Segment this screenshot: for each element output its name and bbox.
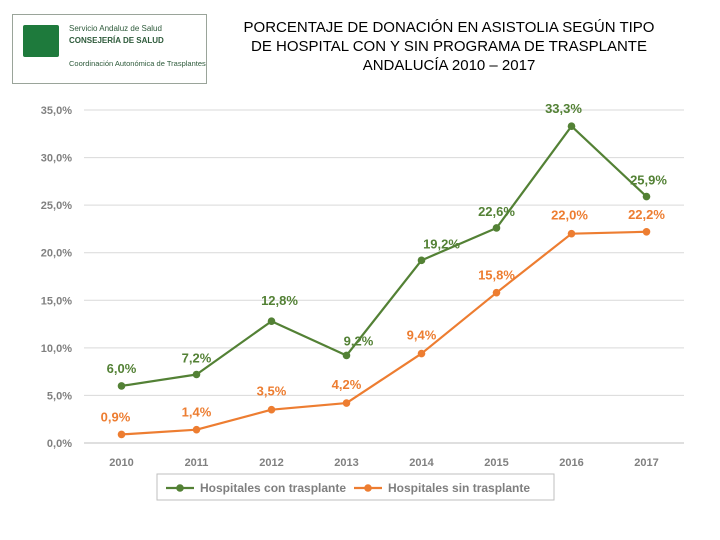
x-tick-label: 2015	[484, 457, 508, 469]
x-tick-label: 2010	[109, 457, 133, 469]
data-label: 0,9%	[101, 409, 131, 424]
legend-marker	[364, 484, 372, 492]
y-tick-label: 15,0%	[41, 295, 72, 307]
data-point	[117, 430, 126, 439]
legend-label: Hospitales sin trasplante	[388, 481, 530, 495]
chart-title-line-3: ANDALUCÍA 2010 – 2017	[362, 57, 536, 74]
data-label: 6,0%	[107, 361, 137, 376]
chart-title-line-1: PORCENTAJE DE DONACIÓN EN ASISTOLIA SEGÚ…	[243, 19, 655, 36]
data-point	[567, 229, 576, 238]
x-tick-label: 2014	[409, 457, 434, 469]
data-label: 1,4%	[182, 405, 212, 420]
x-tick-label: 2017	[634, 457, 658, 469]
x-tick-label: 2011	[185, 457, 209, 469]
data-point	[117, 382, 126, 390]
data-label: 9,4%	[407, 328, 437, 343]
data-label: 12,8%	[261, 293, 298, 308]
legend-label: Hospitales con trasplante	[200, 481, 346, 495]
data-point	[492, 224, 501, 232]
chart-title: PORCENTAJE DE DONACIÓN EN ASISTOLIA SEGÚ…	[214, 18, 684, 75]
data-point	[492, 288, 501, 297]
x-tick-label: 2012	[259, 457, 283, 469]
legend-marker	[176, 484, 184, 492]
chart-title-line-2: DE HOSPITAL CON Y SIN PROGRAMA DE TRASPL…	[251, 38, 647, 55]
data-point	[642, 227, 651, 236]
data-label: 7,2%	[182, 350, 212, 365]
logo-service-name: Servicio Andaluz de Salud	[69, 24, 162, 33]
y-tick-label: 35,0%	[41, 105, 72, 117]
y-tick-label: 25,0%	[41, 200, 72, 212]
series-line	[121, 230, 647, 436]
data-point	[417, 256, 426, 265]
data-point	[567, 122, 576, 130]
data-label: 33,3%	[545, 101, 582, 116]
data-point	[642, 192, 651, 201]
y-tick-label: 5,0%	[47, 390, 72, 402]
data-point	[192, 370, 201, 379]
data-label: 4,2%	[332, 377, 362, 392]
data-label: 22,6%	[478, 204, 515, 219]
data-label: 25,9%	[630, 173, 667, 188]
logo-coordination-name: Coordinación Autonómica de Trasplantes	[69, 59, 206, 68]
data-point	[192, 425, 201, 434]
data-label: 22,2%	[628, 207, 665, 222]
data-point	[342, 351, 351, 360]
data-label: 19,2%	[423, 236, 460, 251]
data-point	[417, 349, 426, 358]
x-tick-label: 2013	[334, 457, 358, 469]
y-tick-label: 0,0%	[47, 438, 72, 450]
data-point	[267, 317, 276, 326]
series-line	[121, 125, 648, 388]
data-point	[267, 405, 276, 414]
data-label: 22,0%	[551, 208, 588, 223]
x-tick-label: 2016	[559, 457, 583, 469]
data-label: 9,2%	[344, 333, 374, 348]
data-label: 15,8%	[478, 268, 515, 283]
data-point	[342, 399, 351, 407]
andalucia-emblem-icon	[23, 25, 59, 57]
logo-ministry-name: CONSEJERÍA DE SALUD	[69, 36, 164, 45]
y-tick-label: 30,0%	[41, 153, 72, 165]
y-tick-label: 20,0%	[41, 248, 72, 260]
y-tick-label: 10,0%	[41, 343, 72, 355]
logo: Servicio Andaluz de Salud CONSEJERÍA DE …	[12, 14, 207, 84]
data-label: 3,5%	[257, 384, 287, 399]
